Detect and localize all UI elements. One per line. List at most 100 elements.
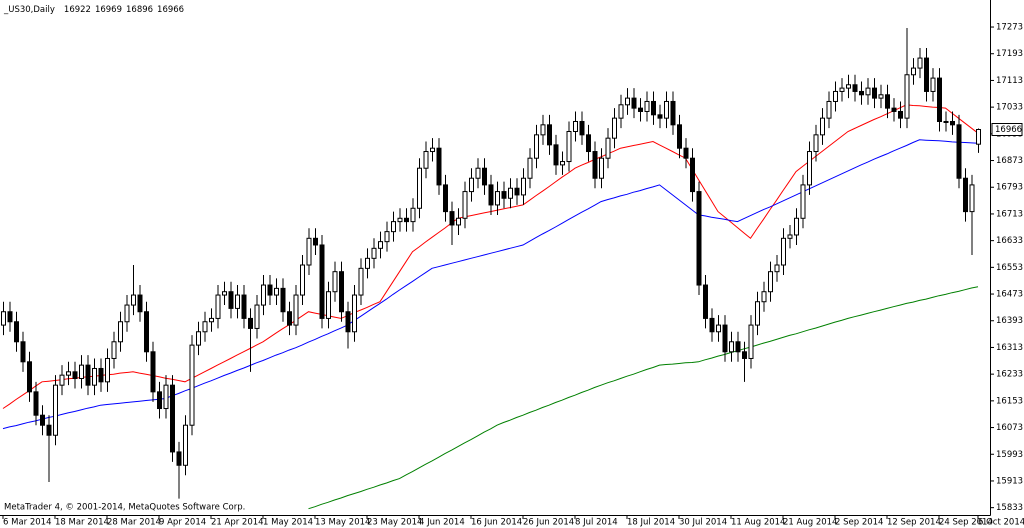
candle-body xyxy=(157,391,162,410)
candle-body xyxy=(14,321,19,343)
candle-body xyxy=(397,217,403,223)
candle-body xyxy=(774,264,780,273)
candle-body xyxy=(917,57,923,69)
candle-body xyxy=(631,97,637,109)
candle-body xyxy=(735,341,741,353)
candle-body xyxy=(930,77,936,92)
candle-body xyxy=(501,191,507,199)
candle-body xyxy=(404,217,409,223)
candle-body xyxy=(794,217,799,236)
last-open: 16922 xyxy=(64,5,91,15)
candle-body xyxy=(384,231,390,243)
candle-body xyxy=(319,244,325,319)
candle-body xyxy=(592,151,598,179)
candle-body xyxy=(826,100,832,119)
candle-body xyxy=(748,324,754,359)
candle-body xyxy=(755,301,760,326)
candle-body xyxy=(852,84,858,92)
candle-body xyxy=(85,364,91,386)
candle-body xyxy=(872,87,877,99)
candle-body xyxy=(625,97,630,106)
last-low: 16896 xyxy=(126,5,153,15)
candle-body xyxy=(644,100,650,112)
candle-body xyxy=(495,191,500,206)
candle-body xyxy=(7,311,13,323)
candle-body xyxy=(768,271,773,293)
candle-body xyxy=(846,84,851,89)
y-tick-label: 16073 xyxy=(996,423,1023,433)
credit: MetaTrader 4, © 2001-2014, MetaQuotes So… xyxy=(4,503,245,513)
candle-body xyxy=(839,87,845,92)
candle-body xyxy=(488,184,494,206)
candle-body xyxy=(911,67,916,76)
candle-body xyxy=(605,137,611,159)
x-tick-label: 9 Apr 2014 xyxy=(159,518,206,528)
candle-body xyxy=(430,147,435,153)
candle-body xyxy=(209,317,214,323)
moving-average-line xyxy=(308,286,979,510)
x-tick-label: 18 Mar 2014 xyxy=(55,518,109,528)
x-tick-label: 8 Jul 2014 xyxy=(575,518,618,528)
x-tick-label: 11 Aug 2014 xyxy=(731,518,785,528)
candle-body xyxy=(534,134,539,159)
candle-body xyxy=(469,177,474,193)
y-tick-label: 17273 xyxy=(996,23,1023,33)
candle-body xyxy=(878,94,884,99)
candle-body xyxy=(677,124,682,149)
candle-body xyxy=(508,187,513,199)
candle-body xyxy=(787,234,793,239)
candle-body xyxy=(956,124,962,179)
candle-body xyxy=(79,364,84,379)
candle-body xyxy=(696,191,702,286)
y-tick-label: 16233 xyxy=(996,370,1023,380)
y-tick-label: 16873 xyxy=(996,156,1023,166)
candle-body xyxy=(898,110,903,119)
y-tick-label: 16313 xyxy=(996,343,1023,353)
candle-body xyxy=(118,321,123,343)
candle-body xyxy=(657,114,663,119)
candle-body xyxy=(332,271,338,293)
candle-body xyxy=(287,311,292,326)
candle-body xyxy=(176,451,182,466)
candle-body xyxy=(391,221,396,233)
candle-body xyxy=(189,344,195,426)
candle-body xyxy=(449,211,455,226)
candle-body xyxy=(40,414,45,426)
candle-body xyxy=(163,384,169,410)
candle-body xyxy=(92,367,97,386)
y-tick-label: 16713 xyxy=(996,209,1023,219)
candle-body xyxy=(950,120,955,126)
last-high: 16969 xyxy=(95,5,122,15)
candle-body xyxy=(27,361,32,393)
last-close: 16966 xyxy=(157,5,184,15)
candle-body xyxy=(781,237,786,266)
candle-body xyxy=(365,257,370,269)
candle-body xyxy=(729,341,734,353)
candles xyxy=(1,28,981,499)
y-tick-label: 15913 xyxy=(996,476,1023,486)
candle-body xyxy=(222,291,227,296)
candle-body xyxy=(579,120,585,136)
candle-body xyxy=(1,311,6,326)
x-tick-label: 6 Mar 2014 xyxy=(3,518,51,528)
current-price-box xyxy=(991,123,1023,137)
candle-body xyxy=(462,191,468,219)
candle-body xyxy=(514,187,520,196)
x-tick-label: 24 Sep 2014 xyxy=(939,518,993,528)
candle-body xyxy=(573,120,578,133)
x-tick-label: 21 Apr 2014 xyxy=(211,518,264,528)
candle-body xyxy=(937,77,942,122)
y-tick-label: 15993 xyxy=(996,450,1023,460)
y-tick-label: 16473 xyxy=(996,290,1023,300)
candle-body xyxy=(339,271,344,313)
y-tick-label: 17113 xyxy=(996,76,1023,86)
candle-body xyxy=(306,237,312,266)
candle-body xyxy=(521,177,526,196)
candle-body xyxy=(833,90,838,102)
candle-body xyxy=(280,287,286,313)
x-tick-label: 12 Sep 2014 xyxy=(887,518,941,528)
candle-body xyxy=(293,294,299,326)
candle-body xyxy=(683,147,689,159)
